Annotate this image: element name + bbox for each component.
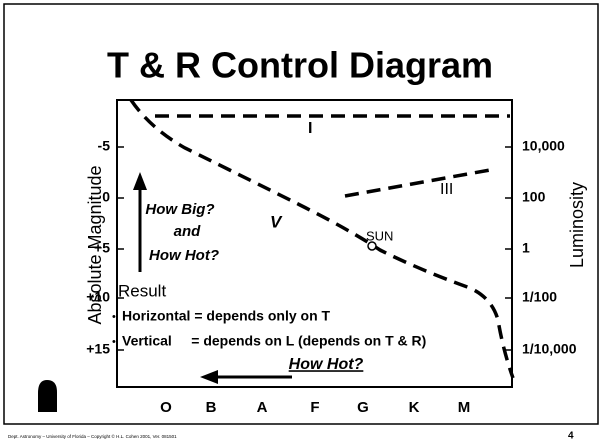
sun-marker [367,241,377,251]
luminosity-label: 1/100 [522,289,557,305]
main-sequence-line [129,99,515,379]
horizontal-arrow-text: How Hot? [289,356,364,373]
luminosity-label: 1 [522,240,530,256]
bullet: • [112,311,116,323]
luminosity-label: 100 [522,189,546,205]
plot-frame [116,99,513,388]
label-v: V [270,212,283,231]
spectral-label: B [206,399,217,416]
y-axis-label: Absolute Magnitude [85,165,105,324]
y2-axis-label: Luminosity [567,182,587,268]
label-sun: SUN [366,228,393,243]
luminosity-label: 1/10,000 [522,341,577,357]
spectral-label: F [310,399,319,416]
spectral-label: M [458,399,471,416]
result-line: Vertical = depends on L (depends on T & … [122,333,426,349]
arrowhead [200,370,218,384]
magnitude-label: +10 [86,289,110,305]
arrowhead [133,172,147,190]
title: T & R Control Diagram [107,45,493,86]
magnitude-label: -5 [98,138,111,154]
arrow-text: and [174,223,202,240]
bullet: • [112,336,116,348]
giant-line [344,168,491,198]
magnitude-label: +15 [86,341,110,357]
spectral-label: G [357,399,369,416]
luminosity-label: 10,000 [522,138,565,154]
result-heading: Result [118,281,166,300]
spectral-label: O [160,399,172,416]
label-iii: III [440,181,453,198]
magnitude-label: 0 [102,189,110,205]
silhouette-icon [38,380,57,412]
arrow-text: How Hot? [149,247,219,264]
label-i: I [308,120,312,137]
arrow-text: How Big? [145,201,214,218]
footer-credit: Dept. Astronomy – University of Florida … [8,433,177,439]
spectral-label: K [409,399,420,416]
page-number: 4 [568,431,574,442]
spectral-label: A [257,399,268,416]
slide-border [3,3,599,425]
result-line: Horizontal = depends only on T [122,308,331,324]
magnitude-label: +5 [94,240,110,256]
